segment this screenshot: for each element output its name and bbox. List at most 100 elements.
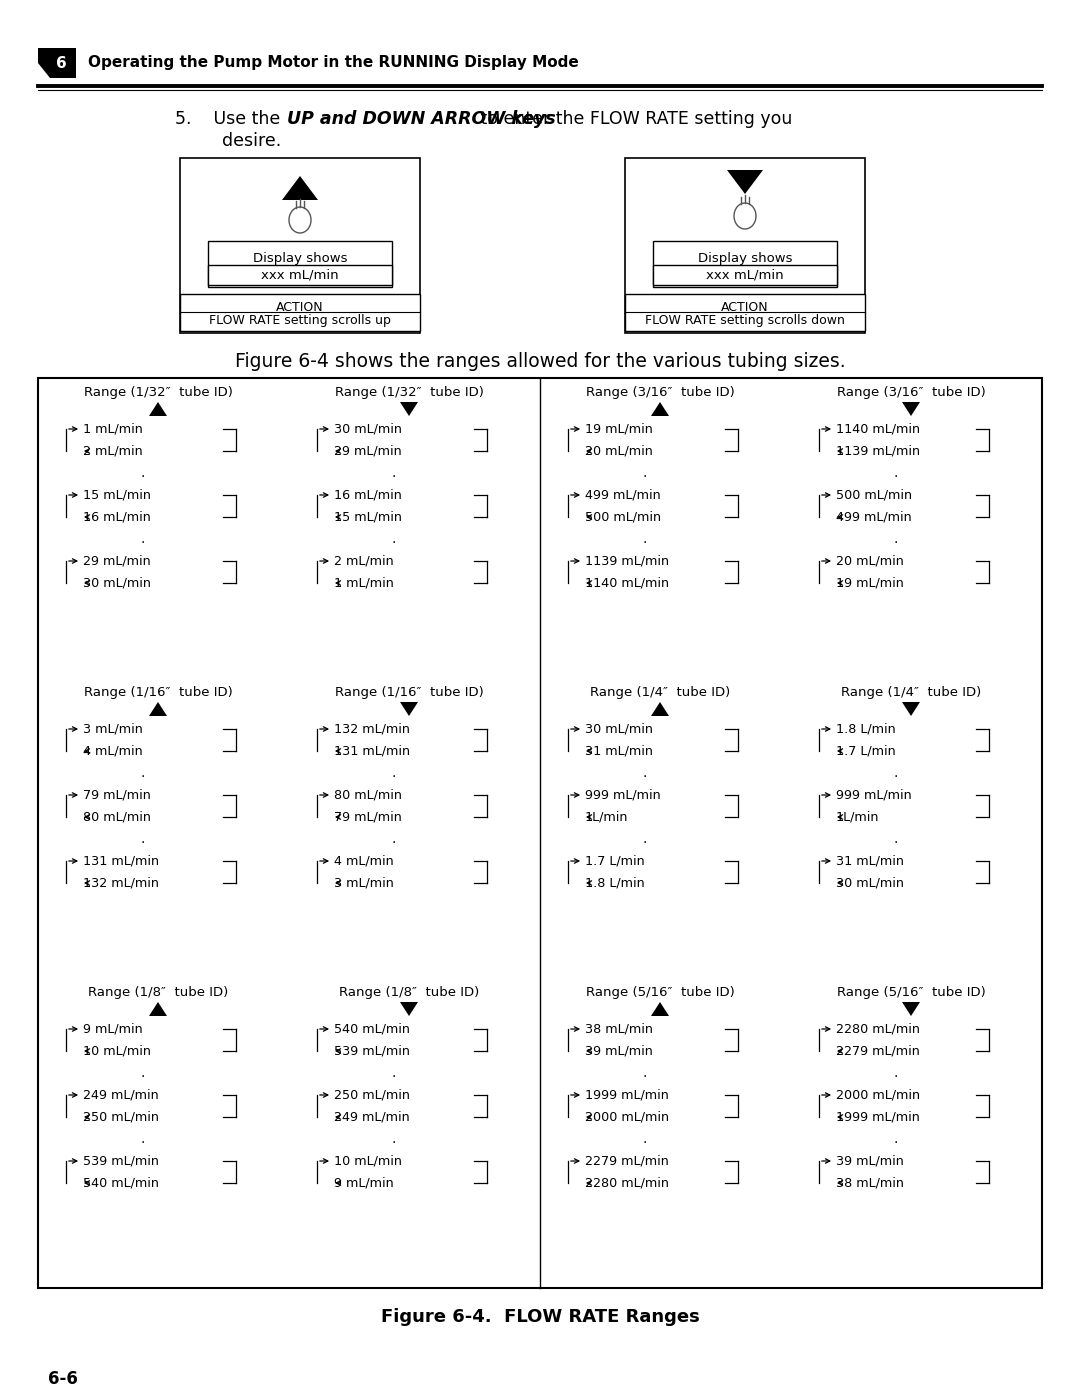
Text: 30 mL/min: 30 mL/min [836,876,904,890]
Text: 1.8 L/min: 1.8 L/min [836,722,895,735]
Text: Range (3/16″  tube ID): Range (3/16″ tube ID) [585,386,734,400]
Text: 9 mL/min: 9 mL/min [334,1176,394,1189]
Text: 1 mL/min: 1 mL/min [334,577,394,590]
Text: FLOW RATE setting scrolls up: FLOW RATE setting scrolls up [210,314,391,327]
Text: 500 mL/min: 500 mL/min [585,510,661,524]
Text: 2280 mL/min: 2280 mL/min [836,1023,920,1035]
Text: Range (1/4″  tube ID): Range (1/4″ tube ID) [841,686,981,698]
Text: 2 mL/min: 2 mL/min [334,555,394,567]
Polygon shape [902,1002,920,1016]
Text: 250 mL/min: 250 mL/min [83,1111,159,1123]
Text: .: . [140,532,145,546]
Text: 1139 mL/min: 1139 mL/min [836,444,920,457]
Polygon shape [400,1002,418,1016]
Text: .: . [894,532,899,546]
Polygon shape [651,1002,669,1016]
Text: .: . [643,1132,647,1146]
Text: .: . [894,833,899,847]
Bar [625,293,865,331]
Text: ACTION: ACTION [276,300,324,314]
Text: 79 mL/min: 79 mL/min [83,788,151,802]
Bar [653,242,837,286]
Text: Range (1/8″  tube ID): Range (1/8″ tube ID) [87,986,228,999]
Text: Range (1/4″  tube ID): Range (1/4″ tube ID) [590,686,730,698]
Polygon shape [282,176,318,200]
Polygon shape [149,1002,167,1016]
Text: 15 mL/min: 15 mL/min [334,510,402,524]
Text: to enter the FLOW RATE setting you: to enter the FLOW RATE setting you [475,110,793,129]
Text: 2 mL/min: 2 mL/min [83,444,143,457]
Text: 10 mL/min: 10 mL/min [334,1154,402,1168]
Text: 539 mL/min: 539 mL/min [334,1045,410,1058]
Text: 132 mL/min: 132 mL/min [83,876,159,890]
Text: 3 mL/min: 3 mL/min [83,722,143,735]
Text: Range (1/8″  tube ID): Range (1/8″ tube ID) [339,986,480,999]
Text: 6: 6 [56,56,67,70]
Text: 1.7 L/min: 1.7 L/min [585,855,645,868]
Text: .: . [643,833,647,847]
Text: 80 mL/min: 80 mL/min [334,788,402,802]
Text: .: . [894,1132,899,1146]
Text: .: . [140,467,145,481]
Text: desire.: desire. [222,131,281,149]
Text: 1.8 L/min: 1.8 L/min [585,876,645,890]
Text: .: . [140,766,145,780]
Text: 1L/min: 1L/min [836,810,879,823]
Text: Display shows: Display shows [698,251,793,265]
Text: 80 mL/min: 80 mL/min [83,810,151,823]
Text: 1999 mL/min: 1999 mL/min [836,1111,920,1123]
Polygon shape [149,703,167,717]
Text: .: . [392,1066,396,1080]
Text: 38 mL/min: 38 mL/min [836,1176,904,1189]
Text: Range (1/32″  tube ID): Range (1/32″ tube ID) [83,386,232,400]
Text: 999 mL/min: 999 mL/min [836,788,912,802]
Text: Operating the Pump Motor in the RUNNING Display Mode: Operating the Pump Motor in the RUNNING … [87,56,579,70]
Text: 16 mL/min: 16 mL/min [83,510,151,524]
Text: Display shows: Display shows [253,251,348,265]
Text: .: . [643,532,647,546]
Bar [38,379,1042,1288]
Text: 131 mL/min: 131 mL/min [83,855,159,868]
Text: 29 mL/min: 29 mL/min [83,555,151,567]
Text: 540 mL/min: 540 mL/min [83,1176,159,1189]
Text: 999 mL/min: 999 mL/min [585,788,661,802]
Text: xxx mL/min: xxx mL/min [261,268,339,282]
Text: 10 mL/min: 10 mL/min [83,1045,151,1058]
Text: .: . [140,1132,145,1146]
Bar [208,242,392,286]
Text: 132 mL/min: 132 mL/min [334,722,410,735]
Text: Range (5/16″  tube ID): Range (5/16″ tube ID) [585,986,734,999]
Text: 249 mL/min: 249 mL/min [334,1111,409,1123]
Text: Range (1/16″  tube ID): Range (1/16″ tube ID) [83,686,232,698]
Text: 19 mL/min: 19 mL/min [836,577,904,590]
Bar [625,158,865,332]
Text: 5.    Use the: 5. Use the [175,110,280,129]
Text: 499 mL/min: 499 mL/min [836,510,912,524]
Text: .: . [392,833,396,847]
Text: 19 mL/min: 19 mL/min [585,422,653,436]
Text: .: . [894,467,899,481]
Polygon shape [400,402,418,416]
Polygon shape [651,703,669,717]
Text: .: . [643,766,647,780]
Text: Range (5/16″  tube ID): Range (5/16″ tube ID) [837,986,985,999]
Text: 31 mL/min: 31 mL/min [836,855,904,868]
Text: 249 mL/min: 249 mL/min [83,1088,159,1101]
Text: 3 mL/min: 3 mL/min [334,876,394,890]
Text: 2000 mL/min: 2000 mL/min [585,1111,670,1123]
Text: UP and DOWN ARROW keys: UP and DOWN ARROW keys [287,110,556,129]
Polygon shape [400,703,418,717]
Text: 250 mL/min: 250 mL/min [334,1088,410,1101]
Text: 2280 mL/min: 2280 mL/min [585,1176,669,1189]
Text: 539 mL/min: 539 mL/min [83,1154,159,1168]
Text: Range (1/16″  tube ID): Range (1/16″ tube ID) [335,686,484,698]
Text: .: . [392,467,396,481]
Text: 2000 mL/min: 2000 mL/min [836,1088,920,1101]
Bar [180,158,420,332]
Text: 20 mL/min: 20 mL/min [585,444,653,457]
Text: ACTION: ACTION [721,300,769,314]
Bar [208,265,392,285]
Polygon shape [727,170,762,194]
Text: 4 mL/min: 4 mL/min [334,855,394,868]
Text: 1.7 L/min: 1.7 L/min [836,745,895,757]
